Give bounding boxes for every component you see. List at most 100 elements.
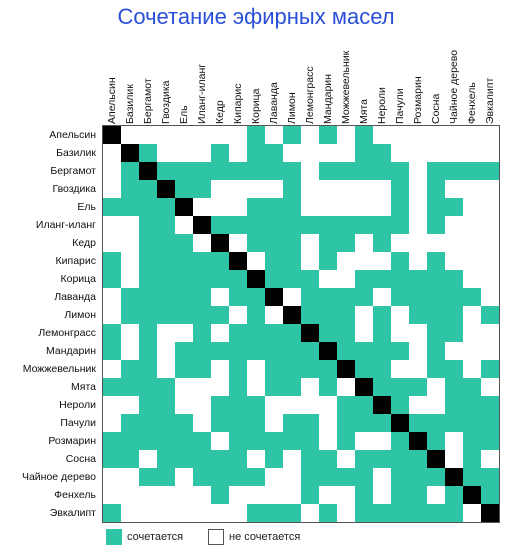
combines-cell — [283, 126, 301, 144]
combines-cell — [373, 234, 391, 252]
combines-cell — [103, 324, 121, 342]
combines-cell — [283, 270, 301, 288]
diagonal-cell — [337, 360, 355, 378]
combines-cell — [157, 216, 175, 234]
combines-cell — [139, 198, 157, 216]
diagonal-cell — [373, 396, 391, 414]
combines-cell — [229, 216, 247, 234]
combines-cell — [193, 360, 211, 378]
combines-cell — [121, 450, 139, 468]
combines-cell — [319, 450, 337, 468]
row-label: Лемонграсс — [38, 327, 96, 339]
combines-cell — [211, 414, 229, 432]
combines-cell — [373, 360, 391, 378]
combines-cell — [247, 306, 265, 324]
combines-cell — [103, 252, 121, 270]
combines-cell — [283, 216, 301, 234]
combines-cell — [427, 270, 445, 288]
combines-cell — [301, 288, 319, 306]
combines-cell — [175, 432, 193, 450]
combines-cell — [409, 450, 427, 468]
diagonal-cell — [391, 414, 409, 432]
combines-cell — [265, 432, 283, 450]
combines-cell — [445, 162, 463, 180]
combines-cell — [319, 162, 337, 180]
combines-cell — [247, 396, 265, 414]
diagonal-cell — [409, 432, 427, 450]
combines-cell — [445, 360, 463, 378]
row-label: Ель — [77, 201, 96, 213]
combines-cell — [337, 468, 355, 486]
combines-cell — [121, 162, 139, 180]
combines-cell — [175, 252, 193, 270]
combines-cell — [319, 378, 337, 396]
diagonal-cell — [157, 180, 175, 198]
combines-cell — [463, 288, 481, 306]
combines-cell — [391, 180, 409, 198]
combines-cell — [481, 306, 499, 324]
combines-cell — [247, 144, 265, 162]
diagonal-cell — [265, 288, 283, 306]
combines-cell — [193, 324, 211, 342]
combines-cell — [391, 198, 409, 216]
combines-cell — [391, 252, 409, 270]
combines-cell — [229, 450, 247, 468]
combines-cell — [319, 324, 337, 342]
row-label: Сосна — [65, 453, 96, 465]
combines-cell — [481, 396, 499, 414]
combines-cell — [301, 216, 319, 234]
combines-cell — [373, 270, 391, 288]
column-label: Корица — [250, 88, 262, 124]
combines-cell — [355, 450, 373, 468]
diagonal-cell — [427, 450, 445, 468]
combines-cell — [139, 360, 157, 378]
combines-cell — [283, 180, 301, 198]
combines-cell — [103, 198, 121, 216]
combines-cell — [211, 342, 229, 360]
row-label: Базилик — [56, 147, 96, 159]
combines-cell — [265, 504, 283, 522]
diagonal-cell — [121, 144, 139, 162]
column-label: Мандарин — [322, 74, 334, 124]
combines-cell — [373, 216, 391, 234]
combines-cell — [139, 216, 157, 234]
combines-cell — [175, 270, 193, 288]
combines-cell — [427, 180, 445, 198]
combines-cell — [121, 288, 139, 306]
combines-cell — [139, 468, 157, 486]
combines-cell — [211, 396, 229, 414]
combines-cell — [175, 450, 193, 468]
compatibility-matrix — [102, 125, 500, 523]
diagonal-cell — [355, 378, 373, 396]
combines-cell — [355, 216, 373, 234]
column-label: Кедр — [214, 100, 226, 124]
combines-cell — [319, 306, 337, 324]
combines-cell — [283, 324, 301, 342]
row-label: Розмарин — [48, 435, 96, 447]
row-label: Бергамот — [50, 165, 96, 177]
combines-cell — [103, 342, 121, 360]
combines-cell — [427, 324, 445, 342]
row-label: Апельсин — [49, 129, 96, 141]
combines-cell — [121, 180, 139, 198]
combines-cell — [355, 162, 373, 180]
diagonal-cell — [481, 504, 499, 522]
column-label: Мята — [358, 99, 370, 124]
combines-cell — [427, 504, 445, 522]
combines-cell — [355, 126, 373, 144]
combines-cell — [211, 162, 229, 180]
combines-cell — [355, 504, 373, 522]
combines-cell — [121, 360, 139, 378]
combines-cell — [103, 450, 121, 468]
combines-cell — [157, 450, 175, 468]
combines-cell — [445, 396, 463, 414]
diagonal-cell — [193, 216, 211, 234]
combines-cell — [175, 342, 193, 360]
combines-cell — [373, 342, 391, 360]
combines-cell — [337, 432, 355, 450]
diagonal-cell — [319, 342, 337, 360]
combines-cell — [409, 270, 427, 288]
row-label: Корица — [60, 273, 96, 285]
combines-cell — [175, 288, 193, 306]
combines-cell — [409, 306, 427, 324]
